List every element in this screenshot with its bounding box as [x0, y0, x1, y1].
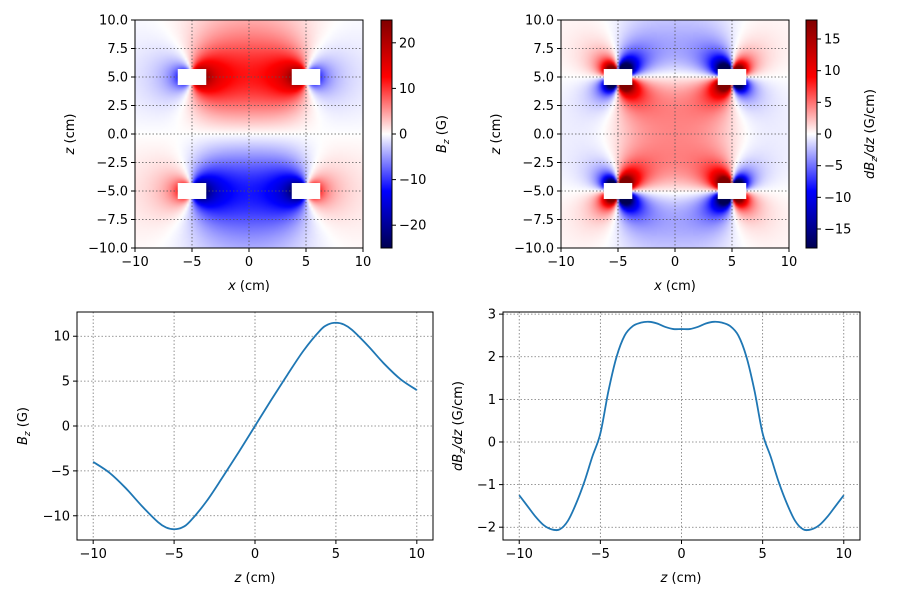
grid-lines [77, 312, 433, 540]
x-tick-label: 5 [728, 255, 736, 270]
x-tick-label: −10 [79, 547, 106, 562]
y-tick-label: 5.0 [533, 71, 554, 86]
y-tick-label: 7.5 [107, 42, 128, 57]
x-tick-label: 0 [251, 547, 259, 562]
y-tick-label: 0 [62, 420, 70, 435]
colorbar-tick-label: −10 [824, 191, 851, 206]
coil-block [291, 69, 321, 85]
y-tick-label: −10.0 [514, 242, 554, 257]
y-tick-label: −2 [477, 521, 496, 536]
grid-lines [503, 312, 860, 540]
coil-block [177, 69, 207, 85]
y-tick-label: −7.5 [522, 213, 554, 228]
y-axis-label: dBz/dz (G/cm) [451, 381, 468, 471]
y-tick-label: −5 [51, 464, 70, 479]
x-tick-label: −5 [608, 255, 627, 270]
y-tick-label: 10.0 [525, 14, 554, 29]
y-axis-label: z (cm) [489, 114, 504, 156]
bz-series-line [92, 321, 418, 531]
y-tick-label: 5 [62, 375, 70, 390]
x-tick-label: 5 [302, 255, 310, 270]
colorbar-tick-label: 10 [399, 82, 416, 97]
y-tick-label: 10 [53, 330, 70, 345]
coil-cross-sections [603, 69, 747, 199]
x-axis-label: z (cm) [234, 571, 276, 586]
colorbar-tick-label: 0 [824, 128, 832, 143]
x-tick-label: −5 [165, 547, 184, 562]
x-axis-label: z (cm) [660, 571, 702, 586]
y-tick-label: 0 [488, 435, 496, 450]
coil-block [603, 69, 633, 85]
y-tick-label: 0.0 [107, 128, 128, 143]
x-tick-label: −5 [182, 255, 201, 270]
x-tick-label: 5 [758, 547, 766, 562]
y-axis-label: z (cm) [63, 114, 78, 156]
x-tick-label: 0 [671, 255, 679, 270]
y-tick-label: 5.0 [107, 71, 128, 86]
x-tick-label: −10 [506, 547, 533, 562]
y-axis-label: Bz (G) [16, 407, 33, 445]
x-tick-label: 10 [409, 547, 426, 562]
y-tick-label: 1 [488, 393, 496, 408]
colorbar-tick-label: 5 [824, 96, 832, 111]
x-tick-label: −10 [547, 255, 574, 270]
axis-ticks: −10 −5 0 5 10 −10.0 −7.5 −5.0 −2.5 0.0 2.5 5.0 7.5 10… [514, 14, 797, 271]
coil-block [717, 69, 747, 85]
x-tick-label: 5 [332, 547, 340, 562]
x-axis-label: x (cm) [653, 279, 696, 294]
y-tick-label: −5.0 [522, 185, 554, 200]
colorbar-ticks: −20 −10 0 10 20 [392, 36, 426, 234]
y-tick-label: −2.5 [96, 156, 128, 171]
coil-block [291, 183, 321, 199]
colorbar-tick-label: −15 [824, 223, 851, 238]
colorbar-tick-label: −10 [399, 173, 426, 188]
y-tick-label: −7.5 [96, 213, 128, 228]
y-tick-label: 2.5 [107, 99, 128, 114]
y-tick-label: 2.5 [533, 99, 554, 114]
colorbar-tick-label: 20 [399, 36, 416, 51]
panel-bz-heatmap: −10 −5 0 5 10 −10.0 −7.5 −5.0 −2.5 0.0 2.5 5.0 7.5 10… [63, 14, 452, 295]
coil-cross-sections [177, 69, 321, 199]
colorbar [805, 19, 818, 249]
y-tick-label: −10 [43, 509, 70, 524]
y-tick-label: 3 [488, 308, 496, 323]
coil-block [603, 183, 633, 199]
y-tick-label: 0.0 [533, 128, 554, 143]
colorbar-tick-label: 0 [399, 128, 407, 143]
panel-dbzdz-heatmap: −10 −5 0 5 10 −10.0 −7.5 −5.0 −2.5 0.0 2.5 5.0 7.5 10… [489, 14, 880, 295]
colorbar-label: dBz/dz (G/cm) [863, 89, 880, 179]
axis-ticks: −10 −5 0 5 10 −10 −5 0 5 10 [43, 330, 426, 562]
x-tick-label: −5 [591, 547, 610, 562]
x-tick-label: 10 [355, 255, 372, 270]
y-tick-label: 10.0 [99, 14, 128, 29]
colorbar-label: Bz (G) [435, 115, 452, 153]
x-axis-label: x (cm) [227, 279, 270, 294]
axis-ticks: −10 −5 0 5 10 −10.0 −7.5 −5.0 −2.5 0.0 2.5 5.0 7.5 10… [88, 14, 371, 271]
colorbar-tick-label: −5 [824, 159, 843, 174]
colorbar-ticks: −15 −10 −5 0 5 10 15 [817, 33, 851, 238]
y-tick-label: −2.5 [522, 156, 554, 171]
x-tick-label: −10 [121, 255, 148, 270]
x-tick-label: 10 [781, 255, 798, 270]
dbzdz-series-line [518, 320, 845, 532]
colorbar [380, 19, 393, 249]
colorbar-tick-label: 15 [824, 33, 841, 48]
y-tick-label: −5.0 [96, 185, 128, 200]
x-tick-label: 0 [677, 547, 685, 562]
y-tick-label: 2 [488, 350, 496, 365]
panel-bz-line: −10 −5 0 5 10 −10 −5 0 5 10 z (cm) Bz (G) [16, 311, 434, 586]
colorbar-tick-label: 10 [824, 64, 841, 79]
y-tick-label: −10.0 [88, 242, 128, 257]
coil-block [177, 183, 207, 199]
colorbar-tick-label: −20 [399, 219, 426, 234]
x-tick-label: 0 [245, 255, 253, 270]
y-tick-label: −1 [477, 478, 496, 493]
x-tick-label: 10 [835, 547, 852, 562]
y-tick-label: 7.5 [533, 42, 554, 57]
coil-block [717, 183, 747, 199]
